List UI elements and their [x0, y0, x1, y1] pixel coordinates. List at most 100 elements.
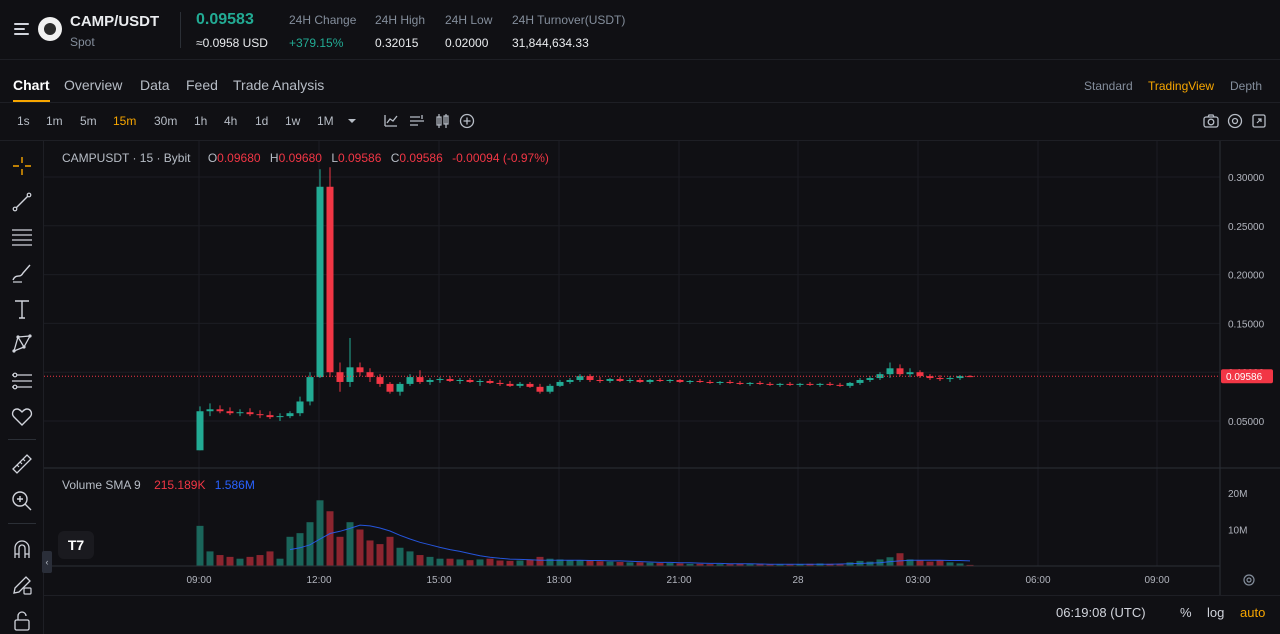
- crosshair-icon[interactable]: [10, 154, 34, 178]
- candle-body: [436, 379, 444, 381]
- candle-body: [766, 383, 774, 385]
- interval-1h[interactable]: 1h: [194, 114, 208, 128]
- legend-symbol[interactable]: CAMPUSDT · 15 · Bybit: [62, 151, 191, 165]
- axis-settings-icon[interactable]: [1243, 574, 1255, 586]
- volume-bar: [836, 564, 844, 566]
- price-tick-label: 0.20000: [1228, 271, 1265, 282]
- camera-icon[interactable]: [1202, 112, 1220, 130]
- text-icon[interactable]: [10, 297, 34, 321]
- fullscreen-icon[interactable]: [1250, 112, 1268, 130]
- volume-bar: [926, 561, 934, 566]
- candle-body: [306, 377, 314, 402]
- tab-chart[interactable]: Chart: [13, 77, 50, 102]
- candle-body: [866, 378, 874, 381]
- interval-30m[interactable]: 30m: [154, 114, 178, 128]
- legend-close: 0.09586: [399, 151, 443, 165]
- candle-body: [536, 386, 544, 392]
- auto-scale-toggle[interactable]: auto: [1240, 605, 1266, 620]
- volume-bar: [586, 560, 594, 566]
- candle-body: [386, 383, 394, 392]
- candle-body: [446, 379, 454, 381]
- prediction-icon[interactable]: [10, 369, 34, 393]
- view-depth[interactable]: Depth: [1230, 79, 1263, 93]
- candle-body: [466, 380, 474, 382]
- price-tick-label: 0.30000: [1228, 173, 1265, 184]
- trend-line-icon[interactable]: [10, 190, 34, 214]
- stat-label: 24H High: [375, 13, 426, 27]
- zoom-in-icon[interactable]: [10, 489, 34, 513]
- volume-legend-label[interactable]: Volume SMA 9: [62, 478, 141, 492]
- stat-24h-turnover: 24H Turnover(USDT) 31,844,634.33: [512, 13, 625, 50]
- tradingview-logo[interactable]: T7: [58, 531, 94, 559]
- tabs-divider: [0, 102, 1280, 103]
- candle-body: [376, 377, 384, 384]
- tab-feed[interactable]: Feed: [186, 77, 218, 93]
- volume-bar: [686, 563, 694, 566]
- candle-body: [586, 376, 594, 381]
- volume-bar: [526, 559, 534, 566]
- pattern-icon[interactable]: [10, 332, 34, 356]
- interval-15m[interactable]: 15m: [113, 114, 137, 128]
- indicator-line-icon[interactable]: [382, 112, 400, 130]
- candle-body: [716, 381, 724, 383]
- view-standard[interactable]: Standard: [1084, 79, 1133, 93]
- interval-1M[interactable]: 1M: [317, 114, 334, 128]
- candle-body: [956, 376, 964, 379]
- volume-bar: [226, 556, 234, 566]
- log-scale-toggle[interactable]: log: [1207, 605, 1225, 620]
- pencil-lock-icon[interactable]: [10, 573, 34, 597]
- interval-5m[interactable]: 5m: [80, 114, 97, 128]
- collapse-toolbar-icon[interactable]: ‹: [42, 551, 52, 573]
- menu-icon[interactable]: [14, 22, 29, 36]
- volume-bar: [206, 551, 214, 566]
- brush-icon[interactable]: [10, 261, 34, 285]
- candle-style-icon[interactable]: [434, 112, 452, 130]
- chevron-down-icon[interactable]: [343, 112, 361, 130]
- indicators-list-icon[interactable]: [408, 112, 426, 130]
- volume-bar: [706, 564, 714, 566]
- volume-bar: [626, 562, 634, 566]
- tool-divider: [8, 523, 36, 524]
- pair-name[interactable]: CAMP/USDT: [70, 13, 160, 30]
- volume-bar: [676, 563, 684, 566]
- interval-1w[interactable]: 1w: [285, 114, 301, 128]
- stat-value: 0.02000: [445, 36, 489, 50]
- candle-body: [576, 376, 584, 381]
- candle-body: [786, 383, 794, 385]
- volume-bar: [566, 560, 574, 566]
- volume-bar: [466, 560, 474, 566]
- volume-bar: [756, 564, 764, 566]
- candle-body: [756, 382, 764, 384]
- ticker-header: CAMP/USDT Spot 0.09583 ≈0.0958 USD 24H C…: [0, 0, 1280, 60]
- volume-bar: [646, 562, 654, 566]
- heart-icon[interactable]: [10, 405, 34, 429]
- ruler-icon[interactable]: [10, 452, 34, 476]
- price-tick-label: 0.05000: [1228, 417, 1265, 428]
- interval-1s[interactable]: 1s: [17, 114, 30, 128]
- candle-body: [416, 377, 424, 382]
- settings-icon[interactable]: [1226, 112, 1244, 130]
- volume-bar: [196, 525, 204, 566]
- drawing-toolbar: [0, 141, 44, 634]
- legend-low-key: L: [331, 151, 338, 165]
- percent-scale-toggle[interactable]: %: [1180, 605, 1192, 620]
- fib-lines-icon[interactable]: [10, 225, 34, 249]
- candlestick-chart[interactable]: 0.300000.250000.200000.150000.100000.050…: [44, 141, 1280, 595]
- volume-bar: [376, 544, 384, 566]
- stat-label: 24H Change: [289, 13, 357, 27]
- candle-body: [496, 382, 504, 384]
- view-tradingview[interactable]: TradingView: [1148, 79, 1215, 93]
- volume-bar: [546, 558, 554, 566]
- tab-overview[interactable]: Overview: [64, 77, 123, 93]
- utc-clock[interactable]: 06:19:08 (UTC): [1056, 605, 1146, 620]
- add-icon[interactable]: [458, 112, 476, 130]
- legend-open-key: O: [207, 151, 218, 165]
- interval-4h[interactable]: 4h: [224, 114, 238, 128]
- tab-trade-analysis[interactable]: Trade Analysis: [233, 77, 325, 93]
- tab-data[interactable]: Data: [140, 77, 170, 93]
- interval-1m[interactable]: 1m: [46, 114, 63, 128]
- magnet-icon[interactable]: [10, 538, 34, 562]
- lock-icon[interactable]: [10, 609, 34, 633]
- candle-body: [856, 380, 864, 383]
- interval-1d[interactable]: 1d: [255, 114, 269, 128]
